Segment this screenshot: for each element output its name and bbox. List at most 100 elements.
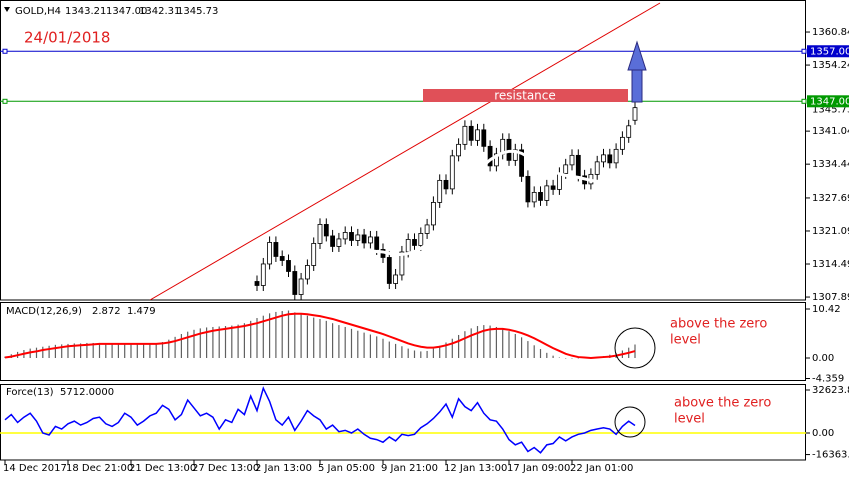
candle-body (330, 235, 336, 247)
candle-body (613, 148, 619, 164)
annotation: above the zero (674, 396, 771, 411)
y-tick-label: 1354.24 (812, 60, 849, 71)
menu-icon[interactable] (4, 7, 10, 12)
overlay: resistance 24/01/2018 above the zero lev… (4, 6, 771, 438)
trend-line (149, 2, 661, 300)
candle-body (298, 278, 304, 295)
candle-body (475, 129, 480, 141)
candle-body (273, 242, 279, 257)
candle-body (336, 238, 342, 247)
resistance-box (423, 89, 628, 102)
signal-line (4, 312, 636, 360)
candle-body (443, 179, 449, 190)
open-value: 1343.21 (65, 6, 106, 17)
candle-body (399, 251, 405, 276)
level-handle (801, 98, 807, 104)
candle-body (550, 185, 556, 190)
candle-body (393, 274, 399, 284)
candle-body (317, 224, 323, 244)
candle-body (386, 257, 392, 284)
x-tick-label: 21 Dec 13:00 (129, 463, 196, 474)
candle-body (418, 233, 424, 246)
candle-body (607, 154, 613, 164)
macd-plot (4, 310, 636, 360)
macd-signal-value: 1.479 (127, 306, 156, 317)
candle-body (506, 138, 512, 161)
macd-title: MACD(12,26,9) (6, 306, 82, 317)
price-plot (0, 2, 806, 300)
annotation: level (674, 412, 705, 427)
y-tick-label: 1360.84 (812, 27, 849, 38)
force-value: 5712.0000 (60, 387, 114, 398)
annotation: above the zero (670, 317, 767, 332)
candle-body (538, 191, 543, 201)
candle-body (367, 236, 373, 244)
candle-body (620, 136, 625, 150)
candle-body (512, 149, 518, 161)
y-tick-label: 1341.04 (812, 126, 849, 137)
resistance-label: resistance (494, 89, 556, 103)
candle-body (260, 263, 266, 286)
candle-body (456, 143, 462, 157)
level-label-bg (807, 95, 849, 108)
y-tick-label: 1334.44 (812, 159, 849, 170)
candle-body (569, 154, 575, 166)
candle-body (594, 161, 600, 175)
force-plot (0, 386, 806, 454)
candle-body (424, 224, 430, 234)
candle-body (632, 107, 638, 121)
highlight-circle (614, 406, 646, 438)
x-tick-label: 9 Jan 21:00 (381, 463, 438, 474)
candle-body (525, 175, 531, 203)
highlight-circle (614, 327, 656, 369)
candle-body (349, 232, 354, 241)
candle-body (430, 202, 436, 226)
x-tick-label: 18 Dec 21:00 (66, 463, 133, 474)
force-title: Force(13) (6, 387, 54, 398)
candle-body (292, 271, 298, 295)
candle-body (487, 145, 493, 167)
candle-body (304, 265, 310, 280)
y-tick-label: 1327.69 (812, 193, 849, 204)
candle-body (449, 155, 455, 190)
close-value: 1345.73 (177, 6, 218, 17)
level-label: 1347.00 (810, 96, 849, 107)
candle-body (355, 234, 361, 241)
symbol: GOLD,H4 (15, 6, 61, 17)
candle-body (544, 185, 550, 201)
level-label: 1357.00 (810, 46, 849, 57)
x-tick-label: 12 Jan 13:00 (444, 463, 507, 474)
x-tick-label: 17 Jan 09:00 (507, 463, 570, 474)
force-line (4, 386, 636, 454)
candle-body (267, 242, 273, 265)
x-tick-label: 27 Dec 13:00 (192, 463, 259, 474)
candle-body (493, 153, 499, 167)
candle-body (481, 129, 487, 147)
x-tick-label: 2 Jan 13:00 (255, 463, 312, 474)
moving-average (306, 149, 637, 290)
candle-body (311, 243, 317, 266)
low-value: 1342.31 (139, 6, 180, 17)
candle-body (437, 179, 443, 203)
level-label-bg (807, 45, 849, 58)
level-handle (2, 98, 8, 104)
macd-panel (0, 302, 806, 381)
level-handle (801, 48, 807, 54)
candle-body (468, 125, 474, 141)
candle-body (531, 191, 537, 203)
annotation: level (670, 333, 701, 348)
arrow-shaft (631, 68, 643, 103)
price-panel (0, 0, 806, 301)
y-tick-label: 32623.82 (812, 385, 849, 396)
candle-body (575, 154, 581, 177)
candle-body (342, 232, 348, 240)
candle-body (405, 239, 411, 253)
y-tick-label: 10.42 (812, 304, 841, 315)
candle-body (462, 125, 468, 145)
price-label: 1345.73 (812, 105, 849, 116)
candle-body (286, 260, 291, 272)
x-tick-label: 5 Jan 05:00 (318, 463, 375, 474)
x-tick-label: 14 Dec 2017 (3, 463, 67, 474)
